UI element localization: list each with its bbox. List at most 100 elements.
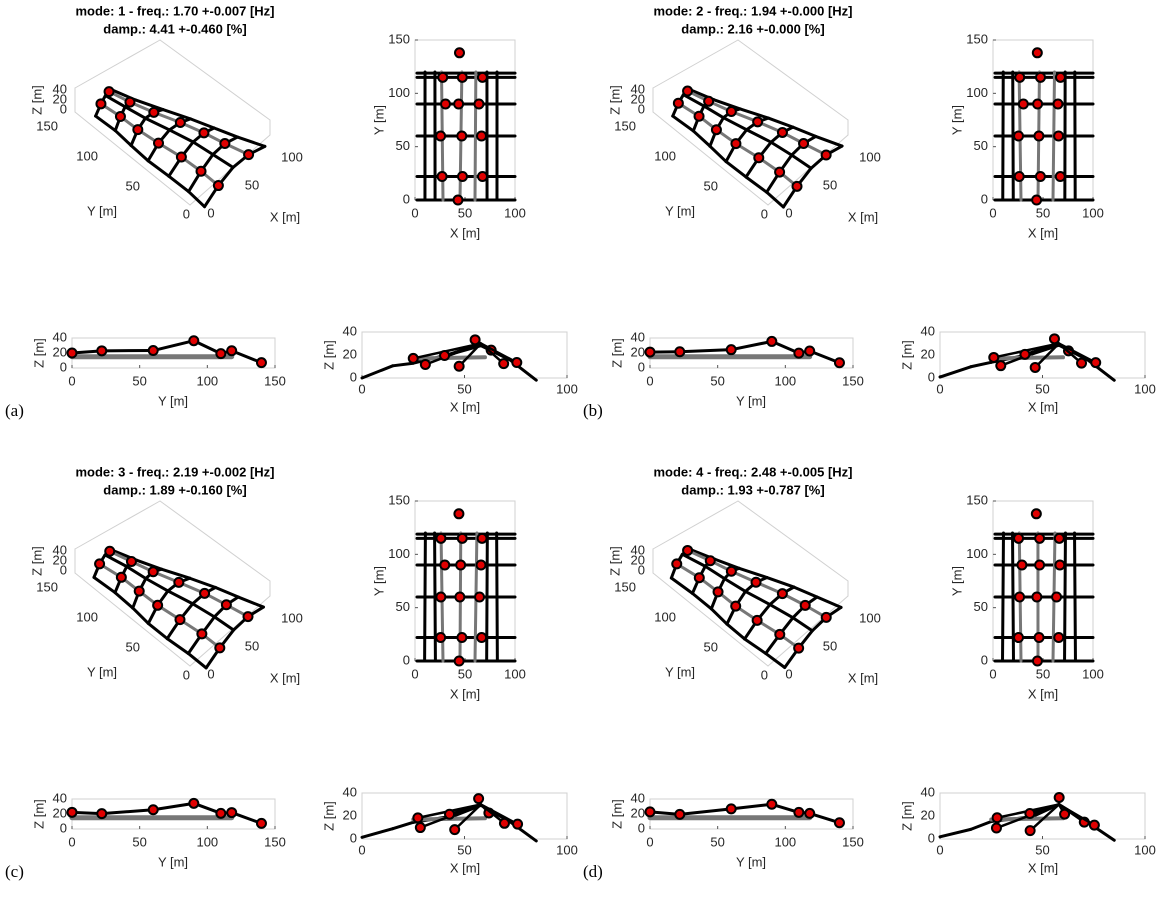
member: [134, 558, 163, 571]
member: [703, 564, 727, 581]
member: [989, 816, 1065, 822]
node: [725, 565, 737, 577]
z-axis-label: Z [m]: [607, 85, 622, 115]
member: [671, 114, 695, 133]
x-tick-label: 150: [264, 834, 286, 849]
member: [1033, 342, 1061, 369]
node: [1016, 559, 1028, 571]
member: [495, 531, 499, 663]
member: [791, 125, 818, 138]
node: [704, 555, 716, 567]
x-tick-label: 100: [281, 610, 303, 625]
node: [435, 532, 447, 544]
node: [243, 149, 255, 161]
axis-line: [652, 572, 769, 667]
node: [753, 152, 765, 164]
y-axis-label: Z [m]: [321, 340, 336, 370]
member: [669, 576, 694, 595]
x-axis-label: Y [m]: [158, 393, 188, 408]
z-tick-label: 40: [631, 81, 645, 96]
z-tick-label: 40: [631, 542, 645, 557]
node: [114, 111, 126, 123]
y-tick-label: 50: [396, 138, 410, 153]
x-tick-label: 150: [842, 834, 864, 849]
member: [211, 153, 235, 169]
node: [175, 151, 187, 163]
y-axis-label: Y [m]: [665, 664, 695, 679]
node: [512, 818, 524, 830]
x-tick-label: 50: [1036, 666, 1050, 681]
axis-line: [652, 39, 739, 89]
node: [196, 628, 208, 640]
node: [147, 345, 159, 357]
x-tick-label: 50: [1035, 381, 1049, 396]
y-tick-label: 20: [343, 346, 357, 361]
y-tick-label: 100: [966, 85, 988, 100]
member: [1057, 342, 1097, 364]
node: [220, 599, 232, 611]
member: [391, 361, 415, 368]
node: [793, 806, 805, 818]
axis-line: [767, 595, 849, 667]
y-tick-label: 0: [350, 369, 357, 384]
member: [792, 585, 819, 599]
axis-line: [74, 500, 161, 550]
y-tick-label: 150: [966, 31, 988, 46]
node: [456, 130, 468, 142]
z-tick-label: 0: [60, 562, 67, 577]
y-tick-label: 50: [704, 639, 718, 654]
member: [743, 589, 772, 607]
y-axis-label: Z [m]: [899, 340, 914, 370]
node: [454, 591, 466, 603]
node: [776, 588, 788, 600]
node: [791, 180, 803, 192]
x-tick-label: 0: [207, 666, 214, 681]
node: [255, 817, 267, 829]
x-tick-label: 100: [1082, 666, 1104, 681]
member: [969, 819, 993, 831]
y-tick-label: 20: [53, 344, 67, 359]
node: [96, 345, 108, 357]
member: [360, 827, 395, 839]
node: [226, 807, 238, 819]
member: [1023, 342, 1061, 356]
node: [1076, 357, 1088, 369]
y-tick-label: 0: [638, 820, 645, 835]
node: [469, 334, 481, 346]
z-tick-label: 40: [53, 542, 67, 557]
y-tick-label: 20: [921, 807, 935, 822]
x-tick-label: 100: [281, 149, 303, 164]
member: [815, 595, 843, 609]
member: [691, 129, 712, 148]
node: [682, 544, 694, 556]
node: [132, 124, 144, 136]
node: [1034, 532, 1046, 544]
member: [214, 585, 240, 599]
z-axis-label: Z [m]: [29, 546, 44, 576]
y-tick-label: 0: [183, 206, 190, 221]
plan-view: 0 50 100 0 50 100 150 X [m] Y [m]: [371, 492, 525, 701]
member: [1057, 803, 1096, 827]
member: [236, 595, 265, 609]
y-axis-label: Y [m]: [87, 203, 117, 218]
node: [439, 559, 451, 571]
axis-line: [189, 595, 271, 667]
node: [1013, 532, 1025, 544]
y-tick-label: 150: [388, 31, 410, 46]
axis-line: [74, 39, 161, 89]
node: [833, 357, 845, 369]
node: [456, 171, 468, 183]
x-tick-label: 100: [774, 373, 796, 388]
member: [712, 98, 742, 111]
node: [195, 165, 207, 177]
x-tick-label: 100: [774, 834, 796, 849]
node: [188, 335, 200, 347]
z-axis-label: Z [m]: [607, 546, 622, 576]
x-tick-label: 150: [842, 373, 864, 388]
member: [423, 531, 427, 663]
y-tick-label: 100: [76, 148, 98, 163]
node: [255, 357, 267, 369]
member: [191, 140, 215, 157]
